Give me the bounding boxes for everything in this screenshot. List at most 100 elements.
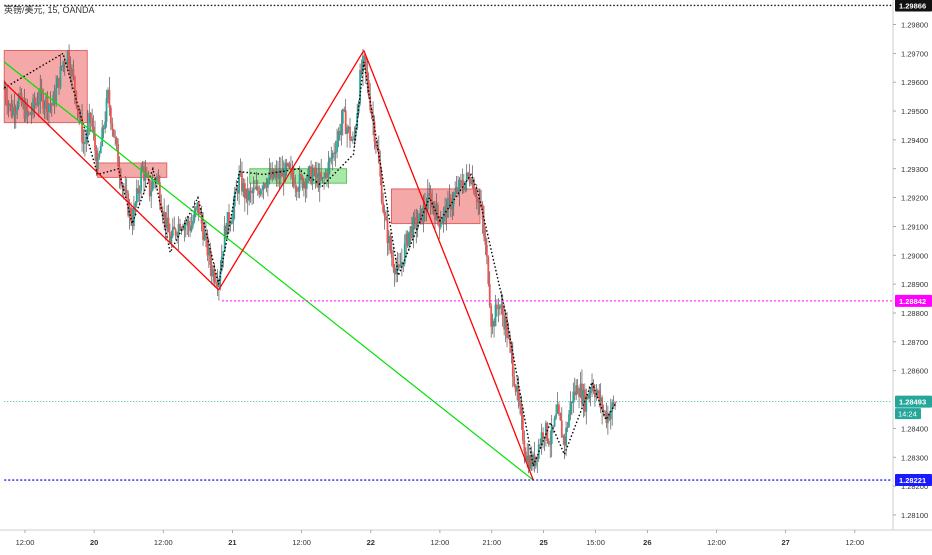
candle: [192, 214, 194, 229]
candle: [187, 217, 190, 238]
candle: [176, 231, 179, 244]
candle: [167, 204, 170, 233]
candle: [405, 230, 408, 257]
candle: [14, 104, 17, 129]
chart-title: 英镑/美元, 15, OANDA: [4, 5, 95, 15]
candle: [269, 162, 272, 181]
candle: [488, 271, 491, 309]
candle: [290, 155, 292, 180]
candle: [68, 44, 70, 74]
candle: [532, 451, 534, 471]
y-tick-label: 1.28300: [901, 453, 928, 462]
candle: [239, 158, 242, 177]
candle: [435, 193, 438, 221]
candle: [494, 295, 497, 327]
candle: [49, 91, 52, 114]
candle: [243, 178, 246, 212]
candle: [490, 303, 493, 338]
y-tick-label: 1.28900: [901, 280, 928, 289]
y-tick-label: 1.28700: [901, 338, 928, 347]
candle: [576, 378, 579, 395]
candle: [303, 177, 305, 197]
candle: [390, 237, 393, 267]
candle: [115, 136, 118, 150]
candle: [328, 156, 331, 175]
candle: [562, 434, 565, 445]
candle: [565, 421, 567, 457]
candle: [107, 87, 109, 104]
x-tick-label: 12:00: [707, 538, 726, 547]
candle: [442, 206, 445, 233]
candle: [212, 264, 215, 286]
candle: [461, 168, 464, 195]
candle: [262, 182, 265, 200]
candle: [48, 102, 50, 127]
candle: [85, 129, 88, 152]
candle: [60, 65, 63, 71]
candle: [549, 430, 552, 458]
candle: [327, 150, 330, 189]
candle: [336, 128, 338, 159]
candle: [308, 165, 311, 182]
candle: [591, 373, 593, 398]
candle: [608, 411, 611, 422]
candle: [542, 427, 544, 449]
candle: [454, 181, 457, 197]
candle: [45, 92, 47, 120]
candle: [566, 421, 569, 433]
price-axis[interactable]: 1.28100 1.28200 1.28300 1.28400 1.28600 1.287…: [893, 21, 928, 520]
candle: [372, 101, 374, 136]
candle: [468, 163, 471, 187]
candle: [169, 223, 171, 245]
candle: [481, 201, 484, 234]
candle: [4, 81, 7, 106]
time-axis[interactable]: 12:00 20 12:00 21 12:00 22 12:00 21:00 25 15:00 26…: [16, 530, 865, 547]
top-price-badge: 1.29866: [895, 0, 932, 12]
candle: [268, 158, 271, 185]
candle: [285, 158, 288, 176]
candle: [26, 98, 29, 124]
candle: [133, 195, 135, 231]
candle: [130, 202, 132, 226]
candle: [203, 221, 206, 242]
candle: [483, 205, 485, 242]
candle: [375, 139, 377, 154]
current-price-badge: 1.28493 14:24: [895, 395, 932, 420]
candle: [69, 56, 72, 84]
candle: [317, 162, 320, 192]
candle: [385, 209, 387, 222]
candle: [210, 253, 213, 285]
candle: [599, 383, 602, 414]
candle: [413, 209, 416, 230]
x-tick-label: 12:00: [292, 538, 311, 547]
candle: [6, 85, 9, 115]
x-tick-label: 21:00: [482, 538, 501, 547]
candle: [23, 88, 26, 123]
candle: [451, 192, 454, 220]
red-wave-line-0: [3, 81, 220, 291]
candle: [324, 168, 327, 180]
candle: [513, 367, 516, 388]
candle: [258, 185, 261, 199]
candle: [266, 177, 269, 197]
candle: [340, 110, 343, 146]
candle: [460, 173, 462, 189]
candle: [511, 341, 514, 388]
candle: [164, 212, 167, 241]
candle: [277, 160, 279, 187]
candle: [455, 176, 458, 194]
candle: [557, 401, 560, 416]
candle: [173, 216, 176, 230]
candle: [432, 201, 435, 216]
candle: [108, 77, 111, 116]
candle: [398, 253, 400, 271]
candle: [252, 176, 255, 204]
candle: [249, 182, 252, 203]
candle: [141, 160, 144, 173]
candle: [73, 75, 76, 104]
candle: [503, 304, 506, 336]
candle: [297, 186, 300, 198]
candle: [573, 377, 576, 401]
candle: [66, 50, 69, 70]
